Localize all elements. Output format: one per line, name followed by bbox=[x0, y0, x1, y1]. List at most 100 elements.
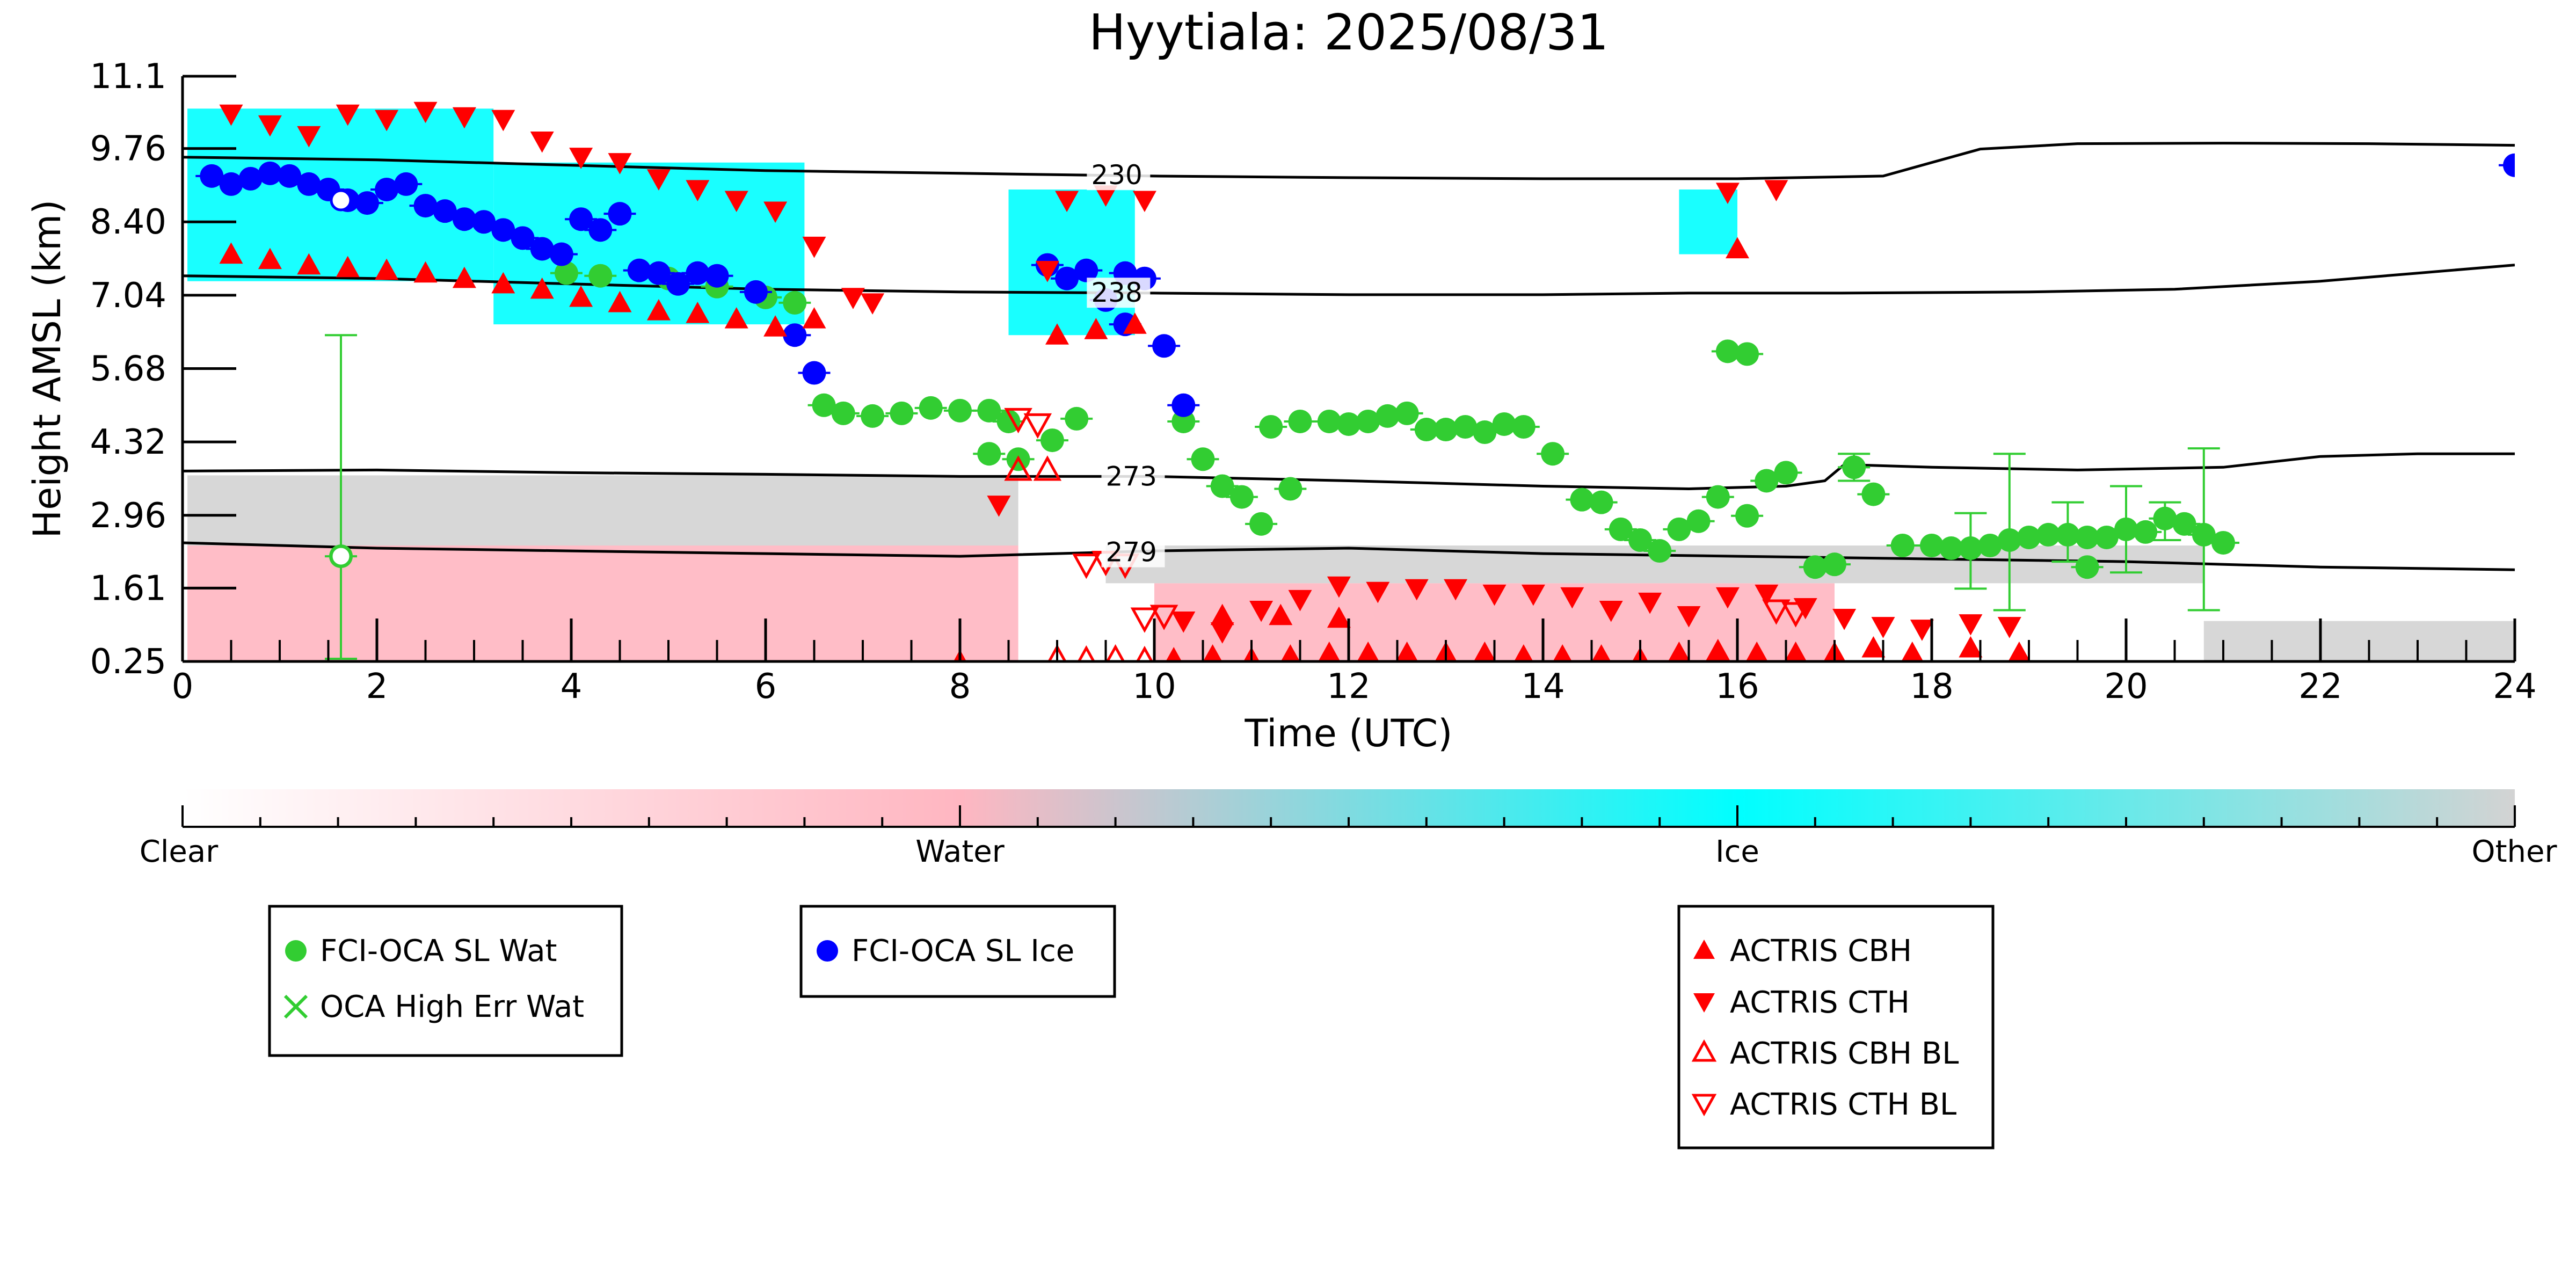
point-actris-cbh-15 bbox=[802, 307, 826, 329]
point-fci-oca-sl-wat-58 bbox=[1939, 536, 1963, 561]
y-tick-label-2: 2.96 bbox=[90, 496, 167, 536]
point-fci-oca-sl-ice-39 bbox=[2503, 153, 2515, 177]
point-actris-cbh-11 bbox=[646, 299, 671, 321]
point-actris-cth-0 bbox=[219, 104, 243, 126]
contour-label-279: 279 bbox=[1106, 537, 1157, 568]
point-actris-cbh-bl-4 bbox=[1004, 455, 1032, 481]
legend-entry-actris-cbh: ACTRIS CBH bbox=[1730, 934, 1912, 969]
point-fci-oca-sl-wat-57 bbox=[1920, 534, 1944, 558]
point-actris-cbh-35 bbox=[1785, 641, 1807, 661]
point-fci-oca-sl-wat-23 bbox=[1249, 512, 1274, 536]
point-actris-cth-14 bbox=[763, 201, 788, 223]
legend-marker-actris-cth-icon bbox=[1693, 993, 1715, 1013]
point-actris-cth-bl-0 bbox=[1072, 554, 1101, 579]
point-actris-cth-19 bbox=[1035, 261, 1059, 282]
point-fci-oca-sl-wat-30 bbox=[1376, 404, 1400, 428]
point-actris-cth-17 bbox=[861, 293, 885, 315]
point-fci-oca-sl-wat-33 bbox=[1434, 418, 1458, 442]
point-actris-cbh-33 bbox=[1706, 638, 1730, 660]
point-fci-oca-sl-wat-47 bbox=[1735, 504, 1759, 528]
legend-marker-actris-cbh-bl-icon bbox=[1691, 1039, 1717, 1062]
point-actris-cbh-43 bbox=[1210, 603, 1234, 625]
point-actris-cth-31 bbox=[1482, 584, 1507, 606]
point-fci-oca-sl-wat-25 bbox=[1259, 414, 1283, 439]
point-fci-oca-sl-wat-39 bbox=[1570, 487, 1594, 512]
point-actris-cth-24 bbox=[1210, 622, 1234, 644]
point-actris-cbh-29 bbox=[1553, 644, 1573, 661]
point-actris-cbh-12 bbox=[686, 302, 710, 323]
point-fci-oca-sl-ice-14 bbox=[472, 210, 496, 234]
point-fci-oca-sl-ice-15 bbox=[491, 218, 515, 242]
point-actris-cth-5 bbox=[413, 101, 438, 123]
point-actris-cth-44 bbox=[1997, 617, 2021, 638]
point-fci-oca-sl-wat-53 bbox=[1823, 552, 1846, 577]
point-actris-cbh-3 bbox=[336, 256, 360, 278]
point-actris-cth-36 bbox=[1677, 606, 1701, 628]
point-actris-cth-3 bbox=[336, 104, 360, 126]
point-fci-oca-sl-ice-32 bbox=[1074, 258, 1098, 282]
point-fci-oca-sl-wat-63 bbox=[2036, 522, 2061, 547]
point-actris-cth-42 bbox=[1910, 620, 1934, 641]
point-actris-cth-41 bbox=[1871, 617, 1895, 638]
point-fci-oca-sl-ice-23 bbox=[646, 261, 671, 285]
point-actris-cbh-4 bbox=[375, 258, 399, 280]
point-fci-oca-sl-wat-59 bbox=[1959, 536, 1983, 561]
x-tick-label-20: 20 bbox=[2104, 667, 2148, 707]
band-ice-7 bbox=[1008, 189, 1135, 336]
point-actris-cth-28 bbox=[1366, 581, 1390, 603]
point-actris-cth-2 bbox=[297, 126, 321, 148]
point-actris-cbh-1 bbox=[258, 248, 282, 270]
band-other-2 bbox=[187, 475, 1018, 546]
point-fci-oca-sl-wat-56 bbox=[1890, 534, 1915, 558]
point-fci-oca-sl-wat-48 bbox=[1755, 469, 1779, 493]
point-actris-cbh-23 bbox=[1318, 641, 1341, 661]
point-fci-oca-sl-wat-35 bbox=[1473, 420, 1497, 445]
point-fci-oca-sl-wat-40 bbox=[1589, 490, 1613, 514]
point-actris-cth-20 bbox=[1055, 191, 1079, 213]
point-fci-oca-sl-wat-44 bbox=[1667, 517, 1691, 541]
x-tick-label-14: 14 bbox=[1521, 667, 1564, 707]
point-fci-oca-sl-wat-51 bbox=[1735, 342, 1759, 366]
point-fci-oca-sl-ice-16 bbox=[511, 226, 535, 250]
point-fci-oca-sl-wat-38 bbox=[1541, 442, 1565, 466]
point-actris-cbh-18 bbox=[1123, 312, 1147, 334]
point-fci-oca-sl-ice-27 bbox=[744, 280, 768, 304]
point-actris-cbh-0 bbox=[219, 242, 243, 264]
point-actris-cth-bl-3 bbox=[1130, 607, 1159, 633]
point-actris-cbh-6 bbox=[452, 266, 476, 288]
point-actris-cbh-40 bbox=[2008, 641, 2031, 661]
point-fci-oca-sl-ice-4 bbox=[278, 164, 302, 188]
point-fci-oca-sl-ice-10 bbox=[394, 172, 418, 196]
point-actris-cbh-39 bbox=[1959, 636, 1983, 658]
plot-area bbox=[183, 101, 2515, 661]
open-point-fci-oca-sl-ice-0 bbox=[330, 189, 352, 212]
point-actris-cth-38 bbox=[1755, 584, 1779, 606]
legend-ice: FCI-OCA SL Ice bbox=[799, 905, 1116, 998]
point-fci-oca-sl-wat-2 bbox=[588, 264, 613, 288]
point-fci-oca-sl-wat-17 bbox=[1040, 428, 1064, 453]
legend-water: FCI-OCA SL Wat OCA High Err Wat bbox=[268, 905, 623, 1057]
point-fci-oca-sl-wat-70 bbox=[2172, 512, 2196, 536]
point-fci-oca-sl-wat-6 bbox=[783, 290, 807, 315]
point-actris-cth-33 bbox=[1560, 587, 1584, 609]
x-tick-label-18: 18 bbox=[1910, 667, 1953, 707]
point-actris-cbh-bl-1 bbox=[1077, 645, 1096, 661]
point-actris-cth-21 bbox=[1094, 185, 1118, 207]
contour-238 bbox=[183, 264, 2515, 296]
point-actris-cth-bl-8 bbox=[1781, 602, 1810, 628]
point-actris-cbh-8 bbox=[530, 277, 554, 299]
cloud-classification-field bbox=[187, 108, 2515, 661]
contour-label-238: 238 bbox=[1091, 277, 1142, 308]
point-actris-cth-15 bbox=[802, 236, 826, 258]
point-fci-oca-sl-wat-41 bbox=[1609, 517, 1633, 541]
point-actris-cbh-17 bbox=[1084, 318, 1108, 339]
point-fci-oca-sl-wat-1 bbox=[554, 261, 578, 285]
point-actris-cth-32 bbox=[1521, 584, 1545, 606]
point-fci-oca-sl-wat-31 bbox=[1395, 401, 1419, 425]
y-tick-label-0: 0.25 bbox=[90, 642, 167, 682]
point-actris-cth-10 bbox=[608, 153, 632, 174]
point-actris-cth-6 bbox=[452, 107, 476, 129]
point-fci-oca-sl-wat-27 bbox=[1317, 409, 1341, 433]
point-fci-oca-sl-wat-52 bbox=[1803, 555, 1827, 579]
point-actris-cth-29 bbox=[1405, 579, 1429, 601]
